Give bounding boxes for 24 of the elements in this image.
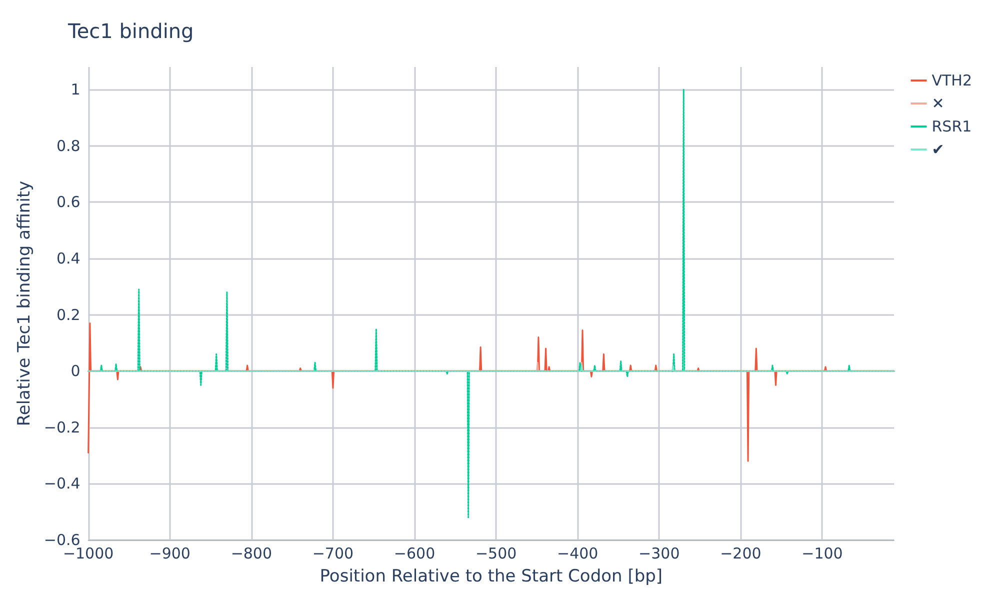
legend-label: ✔ (932, 140, 944, 158)
x-tick-label: −700 (312, 544, 354, 562)
x-axis-title: Position Relative to the Start Codon [bp] (320, 566, 663, 586)
x-tick-label: −100 (802, 544, 843, 562)
y-tick-label: 0.8 (56, 136, 80, 155)
x-tick-label: −600 (394, 544, 436, 562)
x-tick-label: −200 (720, 544, 762, 562)
x-tick-label: −800 (230, 544, 272, 562)
y-tick-label: 0.6 (56, 193, 80, 212)
y-tick-label: −0.2 (44, 418, 80, 436)
x-tick-label: −500 (475, 544, 517, 562)
y-axis-title: Relative Tec1 binding affinity (14, 180, 34, 426)
legend-label: VTH2 (932, 72, 972, 90)
y-tick-label: 0.2 (56, 306, 80, 324)
y-tick-label: −0.4 (44, 474, 80, 493)
y-tick-label: 1 (70, 80, 80, 99)
x-tick-label: −300 (638, 544, 680, 562)
chart-title: Tec1 binding (67, 19, 194, 43)
y-tick-label: 0 (70, 362, 80, 380)
x-tick-label: −400 (557, 544, 598, 562)
legend-label: RSR1 (932, 118, 972, 136)
y-tick-label: 0.4 (56, 249, 80, 268)
legend-label: ✕ (932, 94, 944, 112)
x-tick-label: −900 (149, 544, 190, 562)
